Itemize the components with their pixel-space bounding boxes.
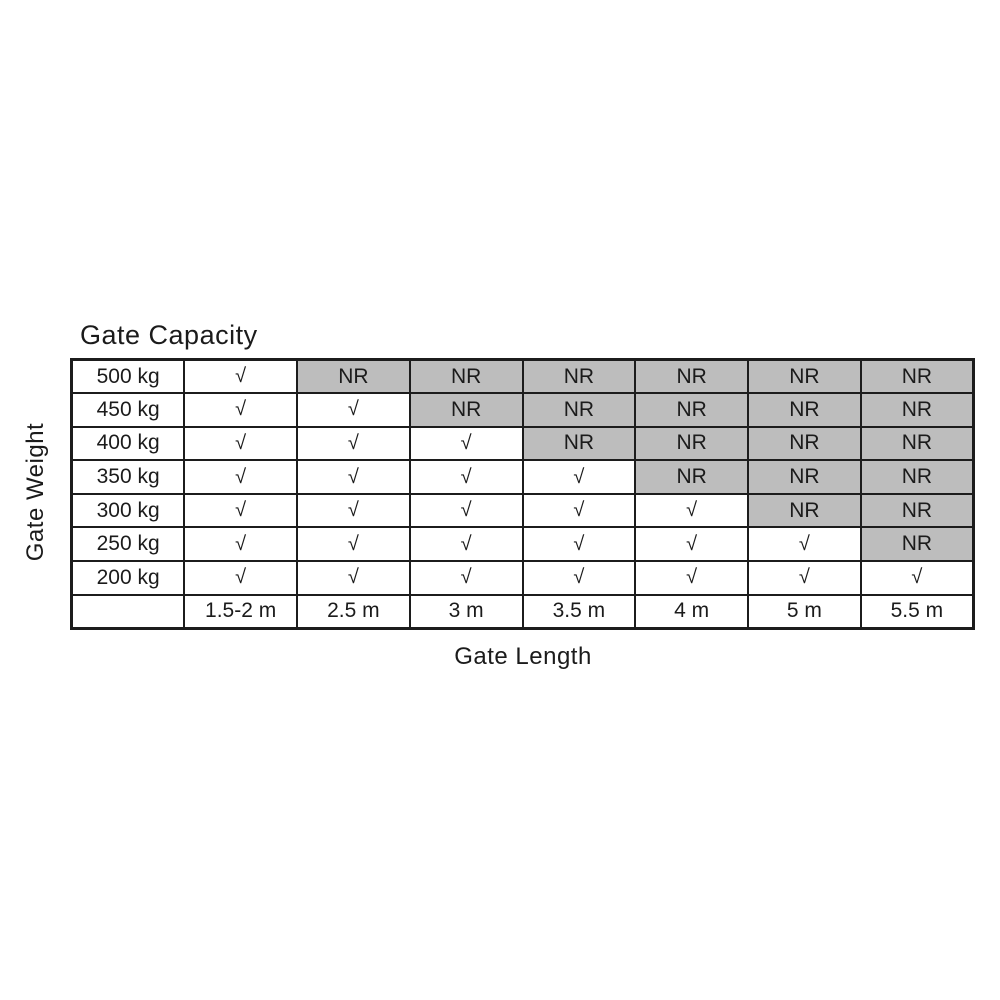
length-label: 5 m [747,593,862,630]
check-cell: √ [634,526,749,563]
nr-cell: NR [747,358,862,395]
check-cell: √ [747,560,862,596]
weight-label: 500 kg [70,358,186,395]
check-cell: √ [747,526,862,563]
check-cell: √ [183,459,298,495]
check-cell: √ [296,459,411,495]
check-cell: √ [296,560,411,596]
check-cell: √ [634,492,749,529]
check-cell: √ [183,560,298,596]
check-cell: √ [296,526,411,563]
weight-label: 250 kg [70,526,186,563]
table-row: 250 kg √ √ √ √ √ √ NR [70,526,975,563]
check-cell: √ [408,459,524,495]
nr-cell: NR [296,358,411,395]
nr-cell: NR [747,459,862,495]
length-label: 3.5 m [521,593,637,630]
nr-cell: NR [859,459,975,495]
table-row: 450 kg √ √ NR NR NR NR NR [70,392,975,428]
check-cell: √ [521,492,637,529]
table-row: 200 kg √ √ √ √ √ √ √ [70,560,975,596]
nr-cell: NR [859,392,975,428]
corner-cell [70,593,186,630]
table-row: 500 kg √ NR NR NR NR NR NR [70,358,975,395]
nr-cell: NR [521,358,637,395]
table-body: 500 kg √ NR NR NR NR NR NR 450 kg √ √ NR NR NR NR NR 400… [70,358,975,630]
check-cell: √ [521,526,637,563]
nr-cell: NR [747,425,862,462]
nr-cell: NR [859,492,975,529]
check-cell: √ [183,358,298,395]
weight-label: 200 kg [70,560,186,596]
y-axis-label: Gate Weight [22,422,49,562]
nr-cell: NR [859,425,975,462]
check-cell: √ [634,560,749,596]
length-label: 3 m [408,593,524,630]
check-cell: √ [183,492,298,529]
nr-cell: NR [859,358,975,395]
weight-label: 300 kg [70,492,186,529]
nr-cell: NR [634,392,749,428]
nr-cell: NR [859,526,975,563]
length-label: 4 m [634,593,749,630]
weight-label: 450 kg [70,392,186,428]
nr-cell: NR [747,392,862,428]
length-label: 5.5 m [859,593,975,630]
chart-title: Gate Capacity [80,320,258,350]
check-cell: √ [296,492,411,529]
weight-label: 350 kg [70,459,186,495]
check-cell: √ [408,425,524,462]
length-label: 1.5-2 m [183,593,298,630]
weight-label: 400 kg [70,425,186,462]
nr-cell: NR [634,459,749,495]
check-cell: √ [408,492,524,529]
check-cell: √ [521,560,637,596]
nr-cell: NR [521,425,637,462]
check-cell: √ [521,459,637,495]
check-cell: √ [183,425,298,462]
check-cell: √ [408,526,524,563]
nr-cell: NR [634,425,749,462]
check-cell: √ [408,560,524,596]
nr-cell: NR [634,358,749,395]
table-row: 400 kg √ √ √ NR NR NR NR [70,425,975,462]
check-cell: √ [296,392,411,428]
gate-capacity-table: 500 kg √ NR NR NR NR NR NR 450 kg √ √ NR NR NR NR NR 400… [70,358,975,630]
check-cell: √ [859,560,975,596]
nr-cell: NR [408,358,524,395]
x-axis-label: Gate Length [454,643,592,670]
nr-cell: NR [408,392,524,428]
check-cell: √ [183,392,298,428]
check-cell: √ [296,425,411,462]
nr-cell: NR [747,492,862,529]
check-cell: √ [183,526,298,563]
length-label: 2.5 m [296,593,411,630]
table-row: 300 kg √ √ √ √ √ NR NR [70,492,975,529]
nr-cell: NR [521,392,637,428]
table-row: 350 kg √ √ √ √ NR NR NR [70,459,975,495]
